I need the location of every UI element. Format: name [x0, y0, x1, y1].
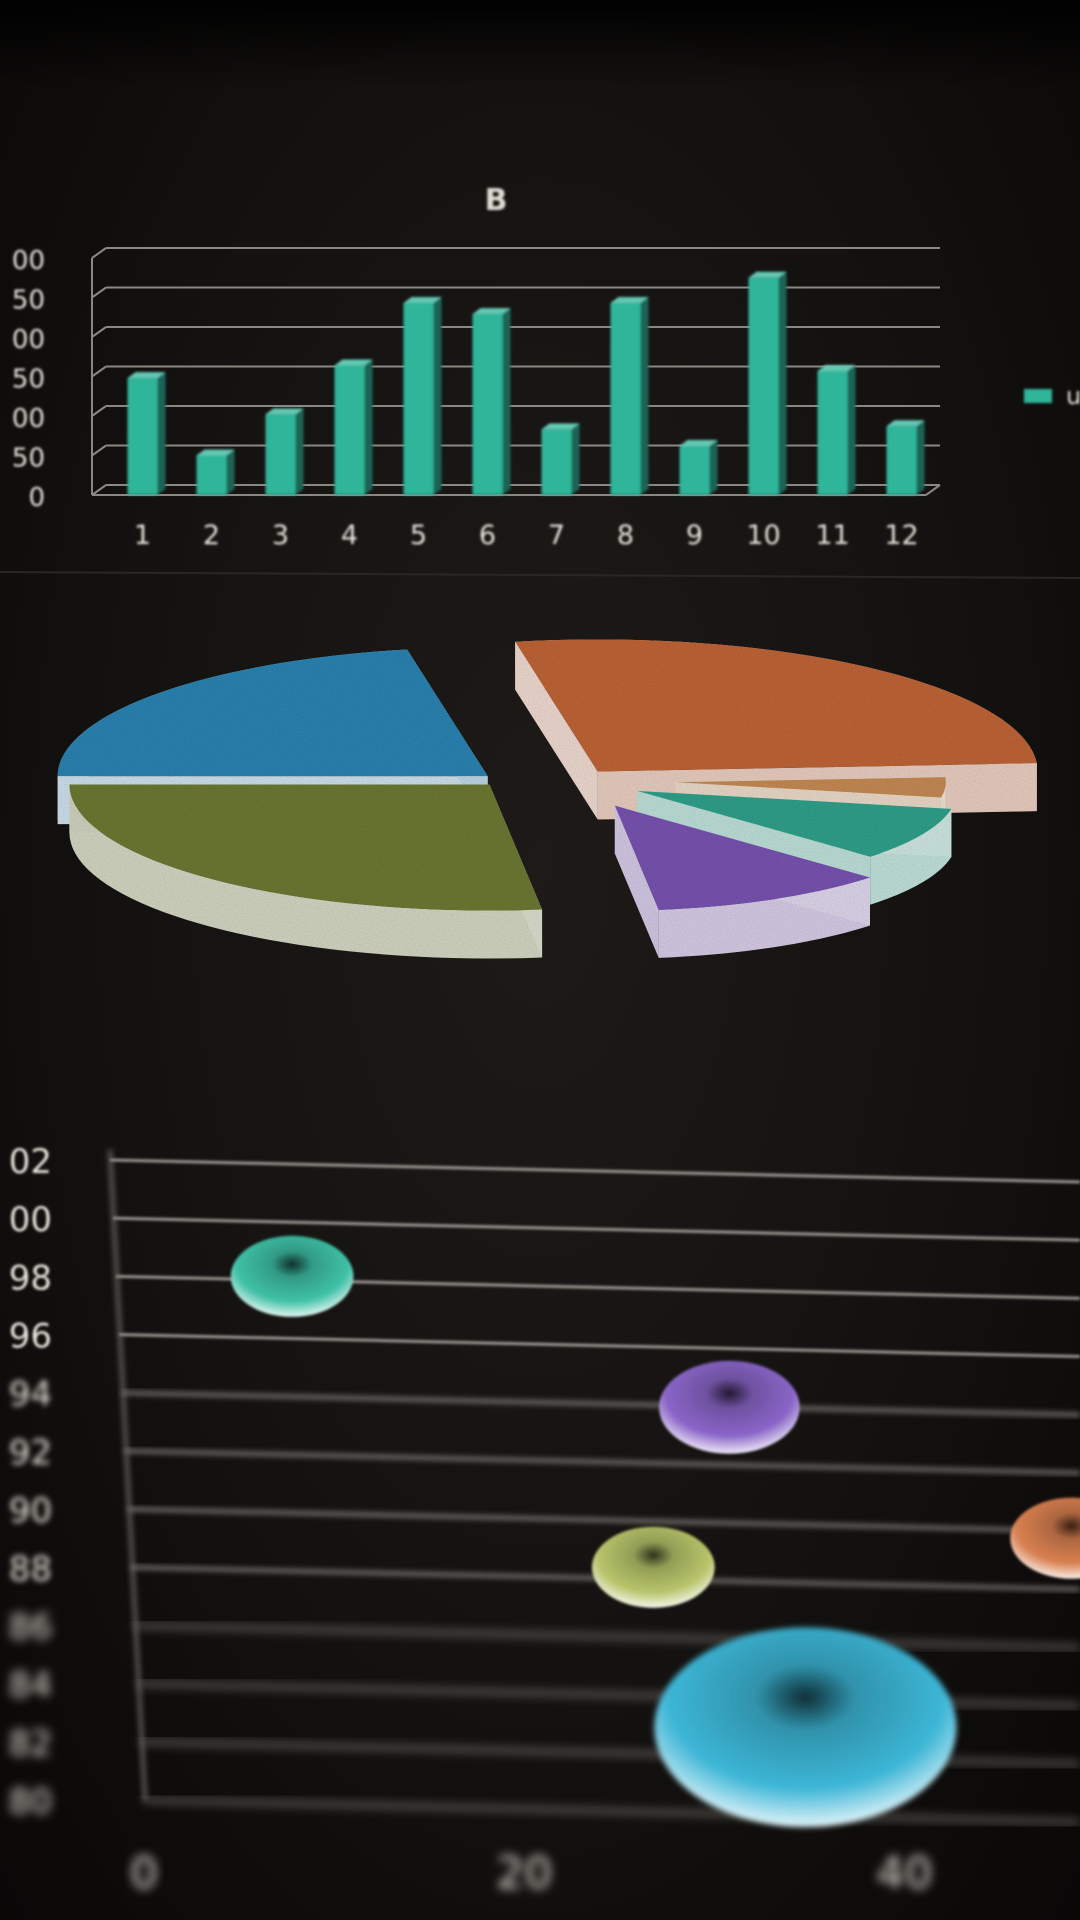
- bubble-y-tick-label: 90: [9, 1491, 52, 1531]
- bar-chart-title: B: [485, 183, 508, 218]
- bubble-point: [659, 1360, 800, 1454]
- bar-grid-depth-line: [91, 365, 107, 378]
- bubble-x-tick-label: 20: [496, 1848, 552, 1899]
- bar-chart-bars: [127, 271, 925, 495]
- bubble-chart: 02 00 98 96 94 92 90 88 86 84 82 80 0 20 40: [9, 1142, 1080, 1899]
- bar: [886, 420, 925, 495]
- bar-y-tick-label: 00: [12, 404, 45, 434]
- bar: [679, 440, 718, 495]
- bar: [472, 308, 511, 495]
- section-divider: [0, 571, 1080, 579]
- bar: [334, 359, 373, 495]
- pie-chart: [57, 639, 1037, 959]
- bar-chart-grid: [91, 247, 941, 496]
- bubble-point: [1010, 1497, 1080, 1579]
- bubble-chart-y-ticks: 02 00 98 96 94 92 90 88 86 84 82 80: [9, 1142, 52, 1822]
- bubble-y-tick-label: 80: [9, 1782, 52, 1822]
- bar: [265, 408, 304, 495]
- bar-grid-depth-line: [91, 247, 107, 259]
- bar: [817, 364, 856, 495]
- bar-y-tick-label: 50: [12, 365, 45, 395]
- bubble-y-tick-label: 88: [9, 1549, 52, 1589]
- bar-x-tick-label: 1: [134, 520, 151, 551]
- bubble-point: [654, 1627, 957, 1828]
- bubble-x-tick-label: 0: [130, 1848, 158, 1899]
- bar-x-tick-label: 11: [815, 520, 849, 551]
- bubble-y-tick-label: 82: [9, 1724, 52, 1764]
- bar-x-tick-label: 3: [272, 520, 289, 551]
- bubble-chart-x-ticks: 0 20 40: [130, 1848, 932, 1899]
- bar-x-tick-label: 7: [548, 520, 565, 551]
- bar-y-tick-label: 00: [12, 246, 45, 276]
- bar-x-tick-label: 6: [479, 520, 496, 551]
- bar-chart-y-ticks: 0 50 00 50 00 50 00: [12, 246, 45, 513]
- bubble-grid-line: [127, 1507, 1080, 1533]
- bar-grid-depth-line: [91, 405, 107, 417]
- bar: [196, 449, 235, 495]
- bubble-point: [591, 1526, 715, 1608]
- bar-x-tick-label: 8: [617, 520, 634, 551]
- bubble-grid-line: [121, 1391, 1080, 1417]
- bar-x-tick-label: 2: [203, 520, 220, 551]
- bar-grid-depth-line: [91, 444, 107, 457]
- bar-grid-depth-line: [91, 484, 107, 496]
- bubble-y-tick-label: 84: [9, 1666, 52, 1706]
- bubble-grid-line: [118, 1333, 1080, 1359]
- pie-slice: [69, 784, 543, 959]
- bar: [541, 423, 580, 495]
- bar: [748, 271, 787, 495]
- bar: [403, 297, 442, 495]
- bubble-grid-line: [133, 1623, 1080, 1649]
- bar: [610, 297, 649, 495]
- bubble-grid-line: [112, 1216, 1080, 1242]
- bar-y-tick-label: 50: [12, 444, 45, 474]
- bar-x-axis-depth: [925, 484, 941, 496]
- bubble-y-tick-label: 94: [9, 1375, 52, 1415]
- bar-y-tick-label: 00: [12, 325, 45, 355]
- bubble-y-tick-label: 92: [9, 1433, 52, 1473]
- bar: [127, 372, 166, 495]
- bar-chart-x-ticks: 1 2 3 4 5 6 7 8 9 10 11 12: [134, 520, 919, 551]
- bar-grid-depth-line: [91, 326, 107, 338]
- bar-y-tick-label: 0: [28, 483, 45, 513]
- bubble-grid-line: [124, 1449, 1080, 1475]
- bubble-y-tick-label: 00: [9, 1200, 52, 1240]
- bar-legend-swatch: [1024, 389, 1052, 403]
- bar-x-tick-label: 9: [686, 520, 703, 551]
- bar-x-tick-label: 4: [341, 520, 358, 551]
- bubble-grid-line: [142, 1798, 1080, 1824]
- bar-x-tick-label: 5: [410, 520, 427, 551]
- bubble-grid-line: [109, 1158, 1080, 1184]
- bubble-y-tick-label: 86: [9, 1607, 52, 1647]
- top-vignette: [0, 0, 1080, 90]
- bar-y-tick-label: 50: [12, 286, 45, 316]
- bar-legend-label: u: [1066, 382, 1080, 410]
- bubble-point: [230, 1235, 354, 1317]
- bubble-y-tick-label: 02: [9, 1142, 52, 1182]
- bubble-y-tick-label: 98: [9, 1258, 52, 1298]
- bubble-y-tick-label: 96: [9, 1317, 52, 1357]
- bar-grid-depth-line: [91, 286, 107, 299]
- bar-x-tick-label: 10: [746, 520, 780, 551]
- bubble-chart-points: [230, 1235, 1080, 1828]
- bubble-x-tick-label: 40: [876, 1848, 932, 1899]
- bubble-y-axis: [108, 1149, 147, 1801]
- bar-x-tick-label: 12: [884, 520, 918, 551]
- pie-slice: [614, 805, 871, 958]
